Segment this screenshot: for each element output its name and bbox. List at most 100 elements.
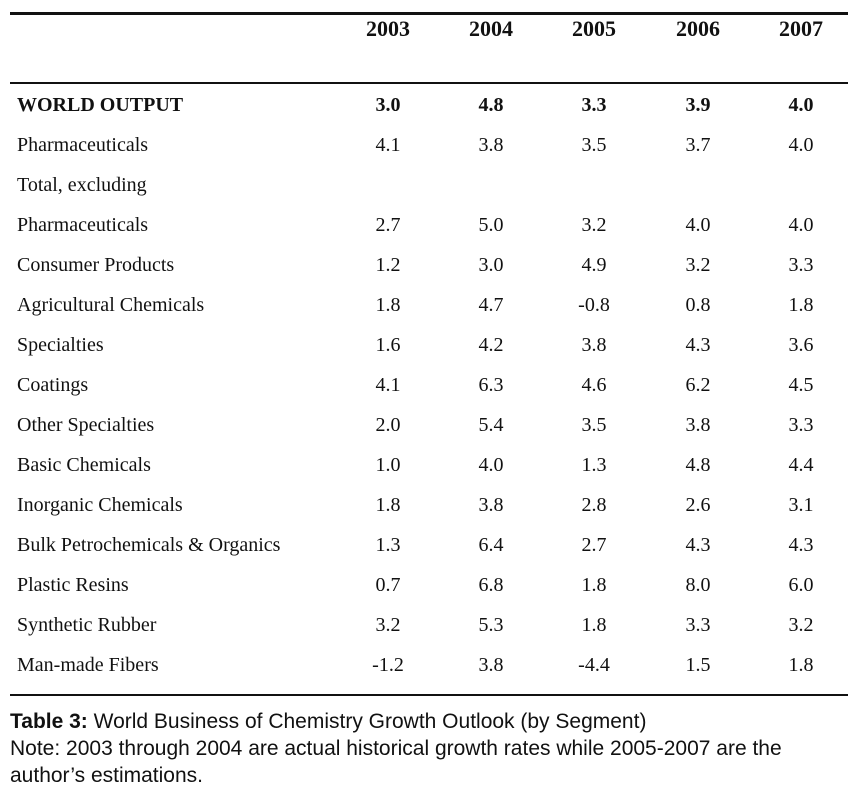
table-top-rule <box>10 12 848 15</box>
cell-2003: -1.2 <box>372 654 404 676</box>
table-row: Consumer Products 1.2 3.0 4.9 3.2 3.3 <box>0 248 852 288</box>
table-row: Pharmaceuticals 2.7 5.0 3.2 4.0 4.0 <box>0 208 852 248</box>
column-header-2006: 2006 <box>676 16 720 41</box>
cell-2003: 2.0 <box>375 414 401 436</box>
table-bottom-rule <box>10 694 848 696</box>
row-label: WORLD OUTPUT <box>17 94 184 116</box>
cell-2005: 1.8 <box>581 614 607 636</box>
cell-2007: 3.3 <box>788 254 814 276</box>
cell-2005: 1.8 <box>581 574 607 596</box>
cell-2007: 6.0 <box>788 574 814 596</box>
cell-2004: 6.3 <box>478 374 504 396</box>
table-row: Specialties 1.6 4.2 3.8 4.3 3.6 <box>0 328 852 368</box>
header-rule <box>10 82 848 84</box>
table-row: Basic Chemicals 1.0 4.0 1.3 4.8 4.4 <box>0 448 852 488</box>
cell-2007: 4.4 <box>788 454 814 476</box>
cell-2004: 3.8 <box>478 134 504 156</box>
cell-2007: 4.0 <box>788 134 814 156</box>
cell-2007: 1.8 <box>788 294 814 316</box>
cell-2003: 3.2 <box>375 614 401 636</box>
cell-2007: 1.8 <box>788 654 814 676</box>
cell-2003: 1.6 <box>375 334 401 356</box>
cell-2005: 3.3 <box>581 94 607 116</box>
cell-2006: 3.8 <box>685 414 711 436</box>
cell-2005: 4.6 <box>581 374 607 396</box>
column-header-2003: 2003 <box>366 16 410 41</box>
cell-2003: 1.8 <box>375 294 401 316</box>
cell-2005: 3.5 <box>581 414 607 436</box>
table-row: Inorganic Chemicals 1.8 3.8 2.8 2.6 3.1 <box>0 488 852 528</box>
cell-2004: 5.0 <box>478 214 504 236</box>
cell-2007: 4.3 <box>788 534 814 556</box>
row-label: Inorganic Chemicals <box>17 494 183 516</box>
caption-title: World Business of Chemistry Growth Outlo… <box>87 710 647 733</box>
cell-2004: 3.8 <box>478 654 504 676</box>
cell-2005: -0.8 <box>578 294 610 316</box>
cell-2006: 0.8 <box>685 294 711 316</box>
cell-2003: 0.7 <box>375 574 401 596</box>
cell-2004: 6.4 <box>478 534 504 556</box>
cell-2007: 3.1 <box>788 494 814 516</box>
cell-2005: 3.5 <box>581 134 607 156</box>
cell-2006: 3.2 <box>685 254 711 276</box>
table-row: Other Specialties 2.0 5.4 3.5 3.8 3.3 <box>0 408 852 448</box>
cell-2005: 3.2 <box>581 214 607 236</box>
row-label: Pharmaceuticals <box>17 134 149 156</box>
cell-2004: 5.3 <box>478 614 504 636</box>
cell-2006: 6.2 <box>685 374 711 396</box>
cell-2007: 3.3 <box>788 414 814 436</box>
table-row: Total, excluding <box>0 168 852 208</box>
cell-2006: 2.6 <box>685 494 711 516</box>
cell-2004: 4.8 <box>478 94 504 116</box>
cell-2005: 4.9 <box>581 254 607 276</box>
caption-note: Note: 2003 through 2004 are actual histo… <box>10 737 782 787</box>
column-header-2007: 2007 <box>779 16 823 41</box>
column-header-2005: 2005 <box>572 16 616 41</box>
table-caption: Table 3: World Business of Chemistry Gro… <box>10 708 844 789</box>
cell-2006: 4.8 <box>685 454 711 476</box>
row-label: Specialties <box>17 334 104 356</box>
table-row: WORLD OUTPUT 3.0 4.8 3.3 3.9 4.0 <box>0 88 852 128</box>
cell-2003: 1.3 <box>375 534 401 556</box>
cell-2003: 1.8 <box>375 494 401 516</box>
cell-2006: 8.0 <box>685 574 711 596</box>
row-label: Agricultural Chemicals <box>17 294 205 316</box>
cell-2004: 4.0 <box>478 454 504 476</box>
cell-2004: 3.8 <box>478 494 504 516</box>
row-label: Basic Chemicals <box>17 454 151 476</box>
row-label: Plastic Resins <box>17 574 129 596</box>
cell-2007: 3.6 <box>788 334 814 356</box>
cell-2005: 3.8 <box>581 334 607 356</box>
cell-2006: 4.3 <box>685 534 711 556</box>
cell-2006: 3.7 <box>685 134 711 156</box>
table-row: Agricultural Chemicals 1.8 4.7 -0.8 0.8 1.8 <box>0 288 852 328</box>
cell-2007: 4.0 <box>788 94 814 116</box>
row-label: Bulk Petrochemicals & Organics <box>17 534 281 556</box>
cell-2004: 3.0 <box>478 254 504 276</box>
cell-2004: 5.4 <box>478 414 504 436</box>
column-header-2004: 2004 <box>469 16 513 41</box>
row-label: Consumer Products <box>17 254 175 276</box>
row-label: Other Specialties <box>17 414 155 436</box>
cell-2003: 4.1 <box>375 374 401 396</box>
cell-2005: 1.3 <box>581 454 607 476</box>
cell-2003: 2.7 <box>375 214 401 236</box>
table-row: Coatings 4.1 6.3 4.6 6.2 4.5 <box>0 368 852 408</box>
caption-label: Table 3: <box>10 710 88 733</box>
cell-2004: 4.2 <box>478 334 504 356</box>
cell-2003: 4.1 <box>375 134 401 156</box>
cell-2007: 3.2 <box>788 614 814 636</box>
cell-2007: 4.0 <box>788 214 814 236</box>
row-label: Man-made Fibers <box>17 654 159 676</box>
cell-2006: 4.0 <box>685 214 711 236</box>
cell-2006: 4.3 <box>685 334 711 356</box>
table-row: Plastic Resins 0.7 6.8 1.8 8.0 6.0 <box>0 568 852 608</box>
cell-2006: 3.3 <box>685 614 711 636</box>
table-row: Bulk Petrochemicals & Organics 1.3 6.4 2.7 4… <box>0 528 852 568</box>
cell-2006: 1.5 <box>685 654 711 676</box>
cell-2003: 1.2 <box>375 254 401 276</box>
row-label: Coatings <box>17 374 89 396</box>
cell-2003: 1.0 <box>375 454 401 476</box>
row-label: Total, excluding <box>17 174 147 196</box>
cell-2004: 6.8 <box>478 574 504 596</box>
